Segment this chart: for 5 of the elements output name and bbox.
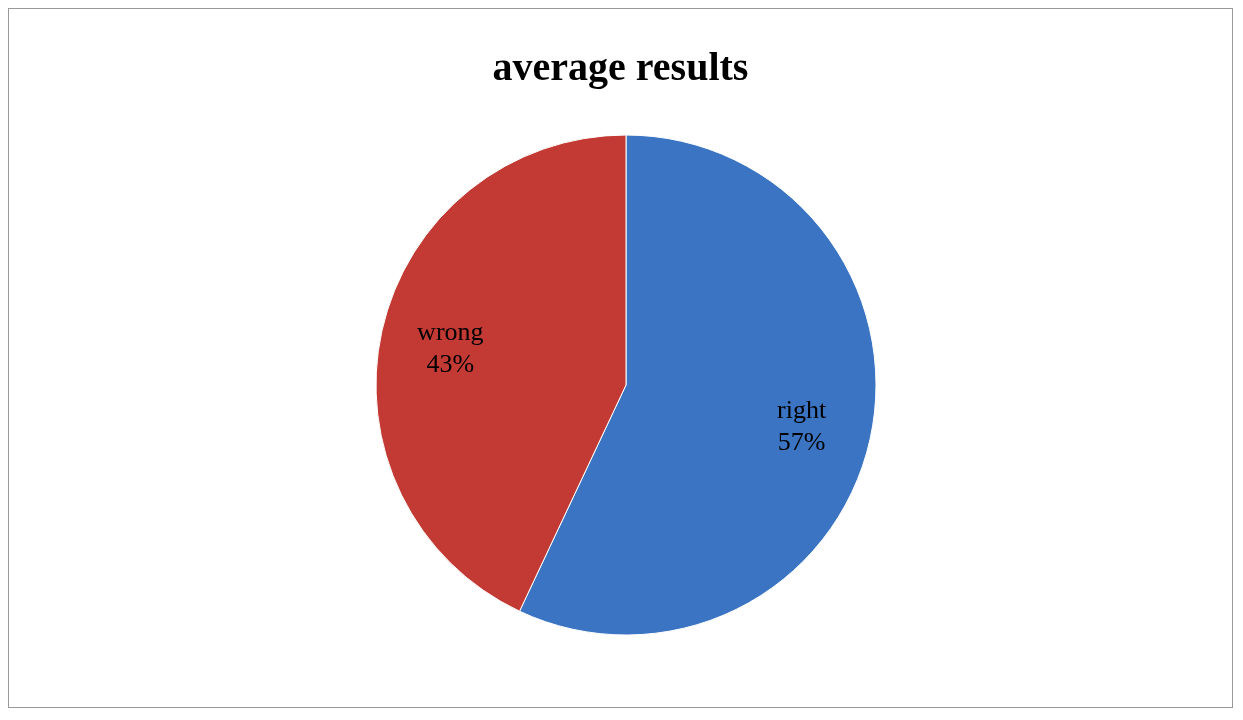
data-label: 57% xyxy=(777,427,826,457)
chart-title: average results xyxy=(491,43,750,90)
data-label: 43% xyxy=(426,348,475,378)
slice-label: wrong xyxy=(417,316,484,346)
slice-label: right xyxy=(777,395,827,425)
